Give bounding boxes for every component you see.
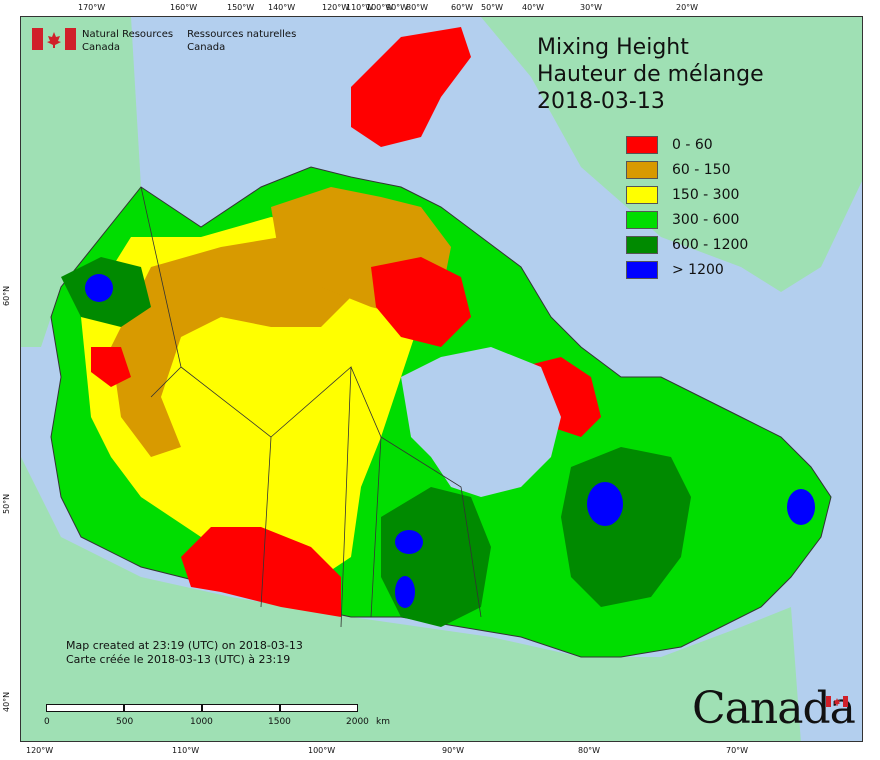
legend: 0 - 60 60 - 150 150 - 300 300 - 600 600 … — [626, 132, 748, 282]
scale-label-1000: 1000 — [190, 717, 213, 727]
province-borders — [140, 186, 482, 628]
zone-blue-newfoundland — [787, 489, 815, 525]
zone-red-prairie — [181, 527, 341, 617]
legend-swatch — [626, 160, 658, 179]
zone-red-nw — [91, 347, 131, 387]
zone-darkgreen-ontario — [381, 487, 491, 627]
zone-blue-ontario-south — [395, 576, 415, 608]
map-canvas — [20, 16, 863, 742]
legend-item: 0 - 60 — [626, 132, 748, 157]
credits-french: Carte créée le 2018-03-13 (UTC) à 23:19 — [66, 653, 291, 666]
zone-orange — [111, 237, 351, 457]
legend-item: > 1200 — [626, 257, 748, 282]
agency-fr-line2: Canada — [187, 42, 226, 53]
map-svg — [21, 17, 862, 741]
scale-bar: 0 500 1000 1500 2000 km — [44, 704, 390, 734]
tick-top-100w: 100°W — [366, 3, 394, 12]
wordmark-flag-icon — [826, 692, 848, 707]
credits-english: Map created at 23:19 (UTC) on 2018-03-13 — [66, 639, 303, 652]
agency-en-line1: Natural Resources — [82, 29, 174, 40]
scale-label-500: 500 — [116, 717, 134, 727]
canada-flag-icon — [32, 28, 76, 50]
tick-top-50w: 50°W — [481, 3, 504, 12]
legend-label: 150 - 300 — [672, 186, 740, 203]
legend-item: 60 - 150 — [626, 157, 748, 182]
zone-blue-ontario — [395, 530, 423, 554]
usa — [21, 457, 801, 741]
zone-red-baffin — [371, 257, 471, 347]
legend-swatch — [626, 135, 658, 154]
tick-top-40w: 40°W — [522, 3, 545, 12]
tick-top-110w: 110°W — [346, 3, 374, 12]
agency-signature: Natural Resources Canada Ressources natu… — [32, 28, 296, 54]
tick-top-120w: 120°W — [322, 3, 350, 12]
legend-item: 150 - 300 — [626, 182, 748, 207]
map-date: 2018-03-13 — [537, 89, 665, 114]
zone-red-arctic-islands — [351, 27, 471, 147]
scale-label-0: 0 — [44, 717, 50, 727]
canada-wordmark: Canada — [692, 683, 856, 734]
agency-en-line2: Canada — [82, 42, 121, 53]
agency-text: Natural Resources Canada Ressources natu… — [82, 28, 296, 54]
tick-bottom-80w: 80°W — [578, 746, 601, 755]
tick-top-160w: 160°W — [170, 3, 198, 12]
tick-left-60n: 60°N — [2, 285, 11, 306]
legend-label: 0 - 60 — [672, 136, 713, 153]
scale-unit: km — [376, 717, 390, 727]
tick-top-30w: 30°W — [580, 3, 603, 12]
scale-segment — [46, 704, 124, 712]
agency-english: Natural Resources Canada — [82, 28, 173, 54]
tick-left-50n: 50°N — [2, 493, 11, 514]
hudson-bay — [401, 347, 561, 497]
tick-bottom-110w: 110°W — [172, 746, 200, 755]
map-credits: Map created at 23:19 (UTC) on 2018-03-13… — [66, 639, 303, 667]
scale-segment — [280, 704, 358, 712]
legend-label: 600 - 1200 — [672, 236, 749, 253]
tick-top-90w: 90°W — [386, 3, 409, 12]
legend-item: 300 - 600 — [626, 207, 748, 232]
tick-top-170w: 170°W — [78, 3, 106, 12]
scale-label-1500: 1500 — [268, 717, 291, 727]
legend-label: 300 - 600 — [672, 211, 740, 228]
tick-top-140w: 140°W — [268, 3, 296, 12]
legend-item: 600 - 1200 — [626, 232, 748, 257]
zone-darkgreen-quebec — [561, 447, 691, 607]
title-english: Mixing Height — [537, 35, 689, 60]
tick-bottom-70w: 70°W — [726, 746, 749, 755]
greenland — [481, 17, 862, 292]
scale-segment — [202, 704, 280, 712]
tick-left-40n: 40°N — [2, 691, 11, 712]
zone-blue-yukon — [85, 274, 113, 302]
tick-bottom-90w: 90°W — [442, 746, 465, 755]
legend-swatch — [626, 235, 658, 254]
legend-swatch — [626, 185, 658, 204]
zone-blue-quebec — [587, 482, 623, 526]
agency-french: Ressources naturelles Canada — [187, 28, 296, 54]
agency-fr-line1: Ressources naturelles — [187, 29, 297, 40]
title-french: Hauteur de mélange — [537, 62, 764, 87]
legend-swatch — [626, 260, 658, 279]
tick-top-20w: 20°W — [676, 3, 699, 12]
legend-label: 60 - 150 — [672, 161, 731, 178]
map-title: Mixing Height Hauteur de mélange 2018-03… — [537, 34, 764, 115]
tick-bottom-100w: 100°W — [308, 746, 336, 755]
scale-segment — [124, 704, 202, 712]
tick-top-150w: 150°W — [227, 3, 255, 12]
alaska — [21, 17, 141, 347]
scale-label-2000: 2000 — [346, 717, 369, 727]
legend-swatch — [626, 210, 658, 229]
tick-top-60w: 60°W — [451, 3, 474, 12]
legend-label: > 1200 — [672, 261, 724, 278]
tick-top-80w: 80°W — [406, 3, 429, 12]
tick-bottom-120w: 120°W — [26, 746, 54, 755]
